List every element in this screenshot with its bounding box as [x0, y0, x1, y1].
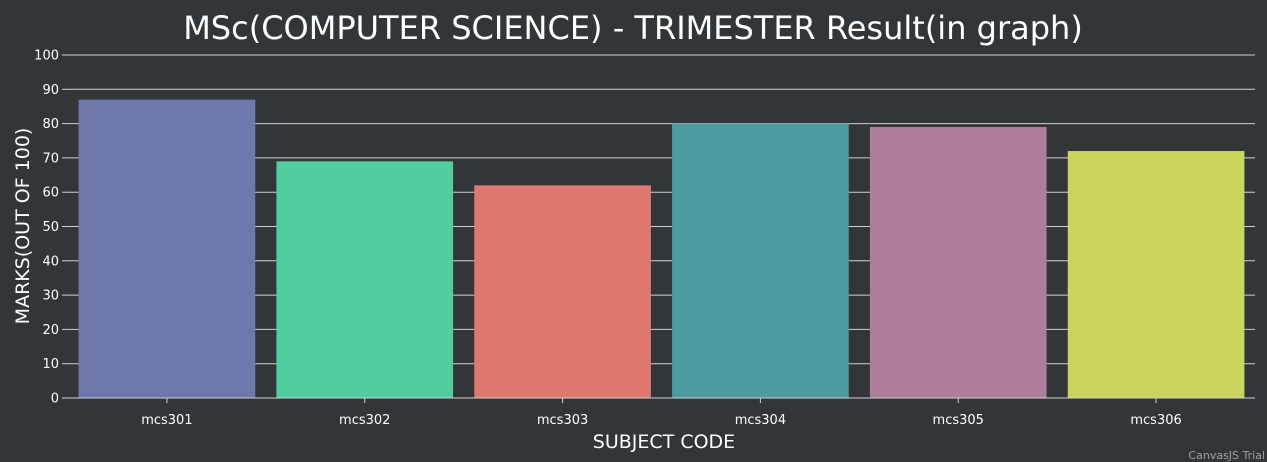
y-tick-label: 60 — [42, 186, 59, 201]
gridlines — [68, 54, 1255, 365]
y-tick-label: 10 — [42, 357, 59, 372]
x-tick-label: mcs304 — [735, 413, 786, 428]
bar-mcs305 — [869, 127, 1047, 398]
bar-mcs301 — [78, 99, 256, 398]
y-tick-label: 90 — [42, 83, 59, 98]
x-axis-ticks: mcs301 mcs302 mcs303 mcs304 mcs305 mcs306 — [141, 398, 1182, 428]
y-axis-title: MARKS(OUT OF 100) — [12, 128, 34, 325]
credit-text: CanvasJS Trial — [1188, 449, 1265, 462]
chart-title: MSc(COMPUTER SCIENCE) - TRIMESTER Result… — [183, 9, 1083, 47]
bar-mcs304 — [672, 123, 849, 398]
y-tick-label: 70 — [42, 151, 59, 166]
y-tick-label: 30 — [42, 289, 59, 304]
y-tick-label: 100 — [34, 49, 59, 64]
x-tick-label: mcs302 — [339, 413, 390, 428]
bars — [78, 99, 1245, 398]
bar-mcs306 — [1067, 151, 1245, 398]
y-tick-label: 0 — [51, 392, 59, 407]
y-tick-label: 50 — [42, 220, 59, 235]
y-axis-ticks: 0 10 20 30 40 50 60 70 80 90 100 — [34, 49, 68, 407]
bar-mcs303 — [474, 185, 651, 398]
x-tick-label: mcs305 — [933, 413, 984, 428]
x-axis-title: SUBJECT CODE — [593, 431, 735, 453]
y-tick-label: 80 — [42, 117, 59, 132]
x-tick-label: mcs301 — [141, 413, 192, 428]
x-tick-label: mcs303 — [537, 413, 588, 428]
x-tick-label: mcs306 — [1130, 413, 1181, 428]
y-tick-label: 40 — [42, 254, 59, 269]
bar-mcs302 — [276, 161, 454, 398]
y-tick-label: 20 — [42, 323, 59, 338]
